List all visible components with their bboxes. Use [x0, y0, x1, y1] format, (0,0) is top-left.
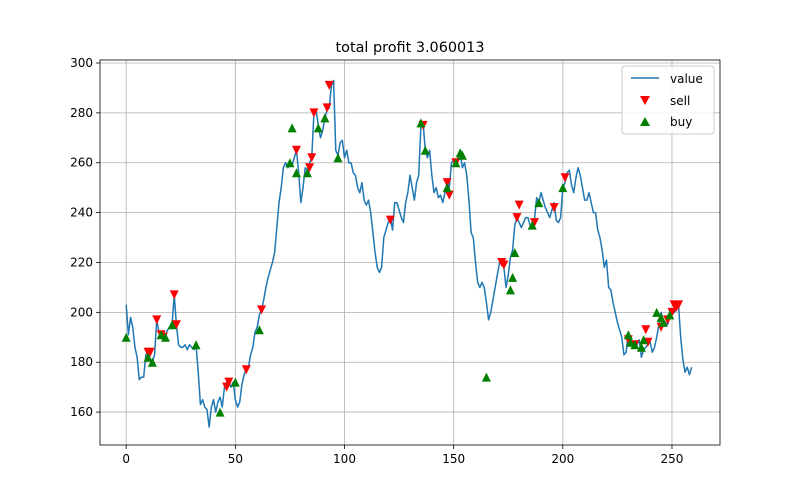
buy-marker — [636, 342, 646, 352]
y-tick-label: 200 — [70, 305, 93, 319]
buy-marker — [191, 340, 201, 350]
sell-marker — [512, 213, 522, 223]
buy-marker — [254, 325, 264, 335]
buy-marker — [510, 248, 520, 257]
sell-marker — [257, 305, 267, 315]
legend-sell-label: sell — [670, 94, 690, 108]
buy-marker — [639, 335, 649, 345]
buy-marker — [527, 220, 537, 230]
buy-marker — [442, 183, 452, 193]
sell-marker — [385, 215, 395, 225]
sell-marker — [442, 178, 452, 188]
buy-marker — [665, 310, 675, 320]
buy-marker — [143, 352, 153, 362]
plot-frame — [99, 59, 721, 446]
y-tick-label: 280 — [70, 106, 93, 120]
legend: value sell buy — [621, 65, 715, 135]
buy-marker — [420, 145, 430, 155]
sell-marker — [322, 103, 332, 113]
y-tick-label: 300 — [70, 56, 93, 70]
buy-marker — [416, 118, 426, 128]
buy-marker — [291, 168, 301, 178]
x-tick-label: 100 — [333, 452, 356, 466]
series-line-layer — [125, 79, 693, 428]
x-tick-label: 200 — [551, 452, 574, 466]
sell-marker — [305, 163, 315, 173]
buy-marker — [457, 150, 467, 160]
sell-marker — [152, 315, 162, 325]
sell-marker — [514, 200, 524, 210]
buy-marker — [285, 158, 295, 168]
buy-marker — [333, 153, 343, 163]
buy-marker — [630, 340, 640, 350]
buy-marker — [230, 377, 240, 387]
sell-marker — [444, 190, 454, 200]
x-tick-label: 50 — [228, 452, 243, 466]
buy-marker — [481, 372, 491, 382]
buy-marker — [287, 123, 297, 133]
sell-marker — [241, 365, 251, 375]
x-tick-label: 250 — [661, 452, 684, 466]
buy-marker — [534, 198, 544, 208]
sell-marker — [560, 173, 570, 183]
legend-sell-marker — [640, 96, 650, 105]
buy-marker — [558, 183, 568, 193]
axis-ticks: 0 50 100 150 200 250 160 180 200 220 240 260 280 300 — [70, 56, 683, 466]
legend-value-label: value — [670, 72, 703, 86]
sell-marker — [171, 320, 181, 330]
sell-marker — [674, 300, 684, 310]
buy-marker — [508, 272, 518, 282]
sell-marker — [667, 307, 677, 317]
buy-marker — [167, 320, 177, 330]
buy-marker — [302, 168, 312, 178]
marker-layer — [121, 80, 684, 417]
sell-marker — [224, 377, 234, 387]
sell-marker — [309, 108, 319, 118]
sell-marker — [549, 203, 559, 213]
sell-marker — [291, 145, 301, 155]
legend-buy-label: buy — [670, 115, 692, 129]
buy-marker — [658, 317, 668, 327]
y-tick-label: 160 — [70, 405, 93, 419]
sell-marker — [499, 260, 509, 270]
sell-marker — [169, 290, 179, 300]
y-tick-label: 240 — [70, 206, 93, 220]
y-tick-label: 180 — [70, 355, 93, 369]
x-tick-label: 0 — [122, 452, 130, 466]
buy-marker — [215, 407, 225, 417]
buy-marker — [160, 332, 170, 342]
buy-marker — [652, 307, 662, 317]
buy-marker — [121, 332, 131, 342]
x-tick-label: 150 — [442, 452, 465, 466]
buy-marker — [147, 357, 157, 367]
buy-marker — [623, 330, 633, 340]
sell-marker — [145, 347, 155, 357]
sell-marker — [641, 325, 651, 335]
y-tick-label: 260 — [70, 156, 93, 170]
buy-marker — [313, 123, 323, 133]
chart-title: total profit 3.060013 — [336, 40, 485, 56]
sell-marker — [529, 218, 539, 228]
y-tick-label: 220 — [70, 255, 93, 269]
buy-marker — [505, 285, 515, 295]
sell-marker — [307, 153, 317, 163]
buy-marker — [451, 158, 461, 168]
sell-marker — [324, 80, 334, 90]
legend-buy-marker — [640, 117, 650, 126]
buy-marker — [320, 113, 330, 123]
value-series-line — [125, 79, 693, 428]
